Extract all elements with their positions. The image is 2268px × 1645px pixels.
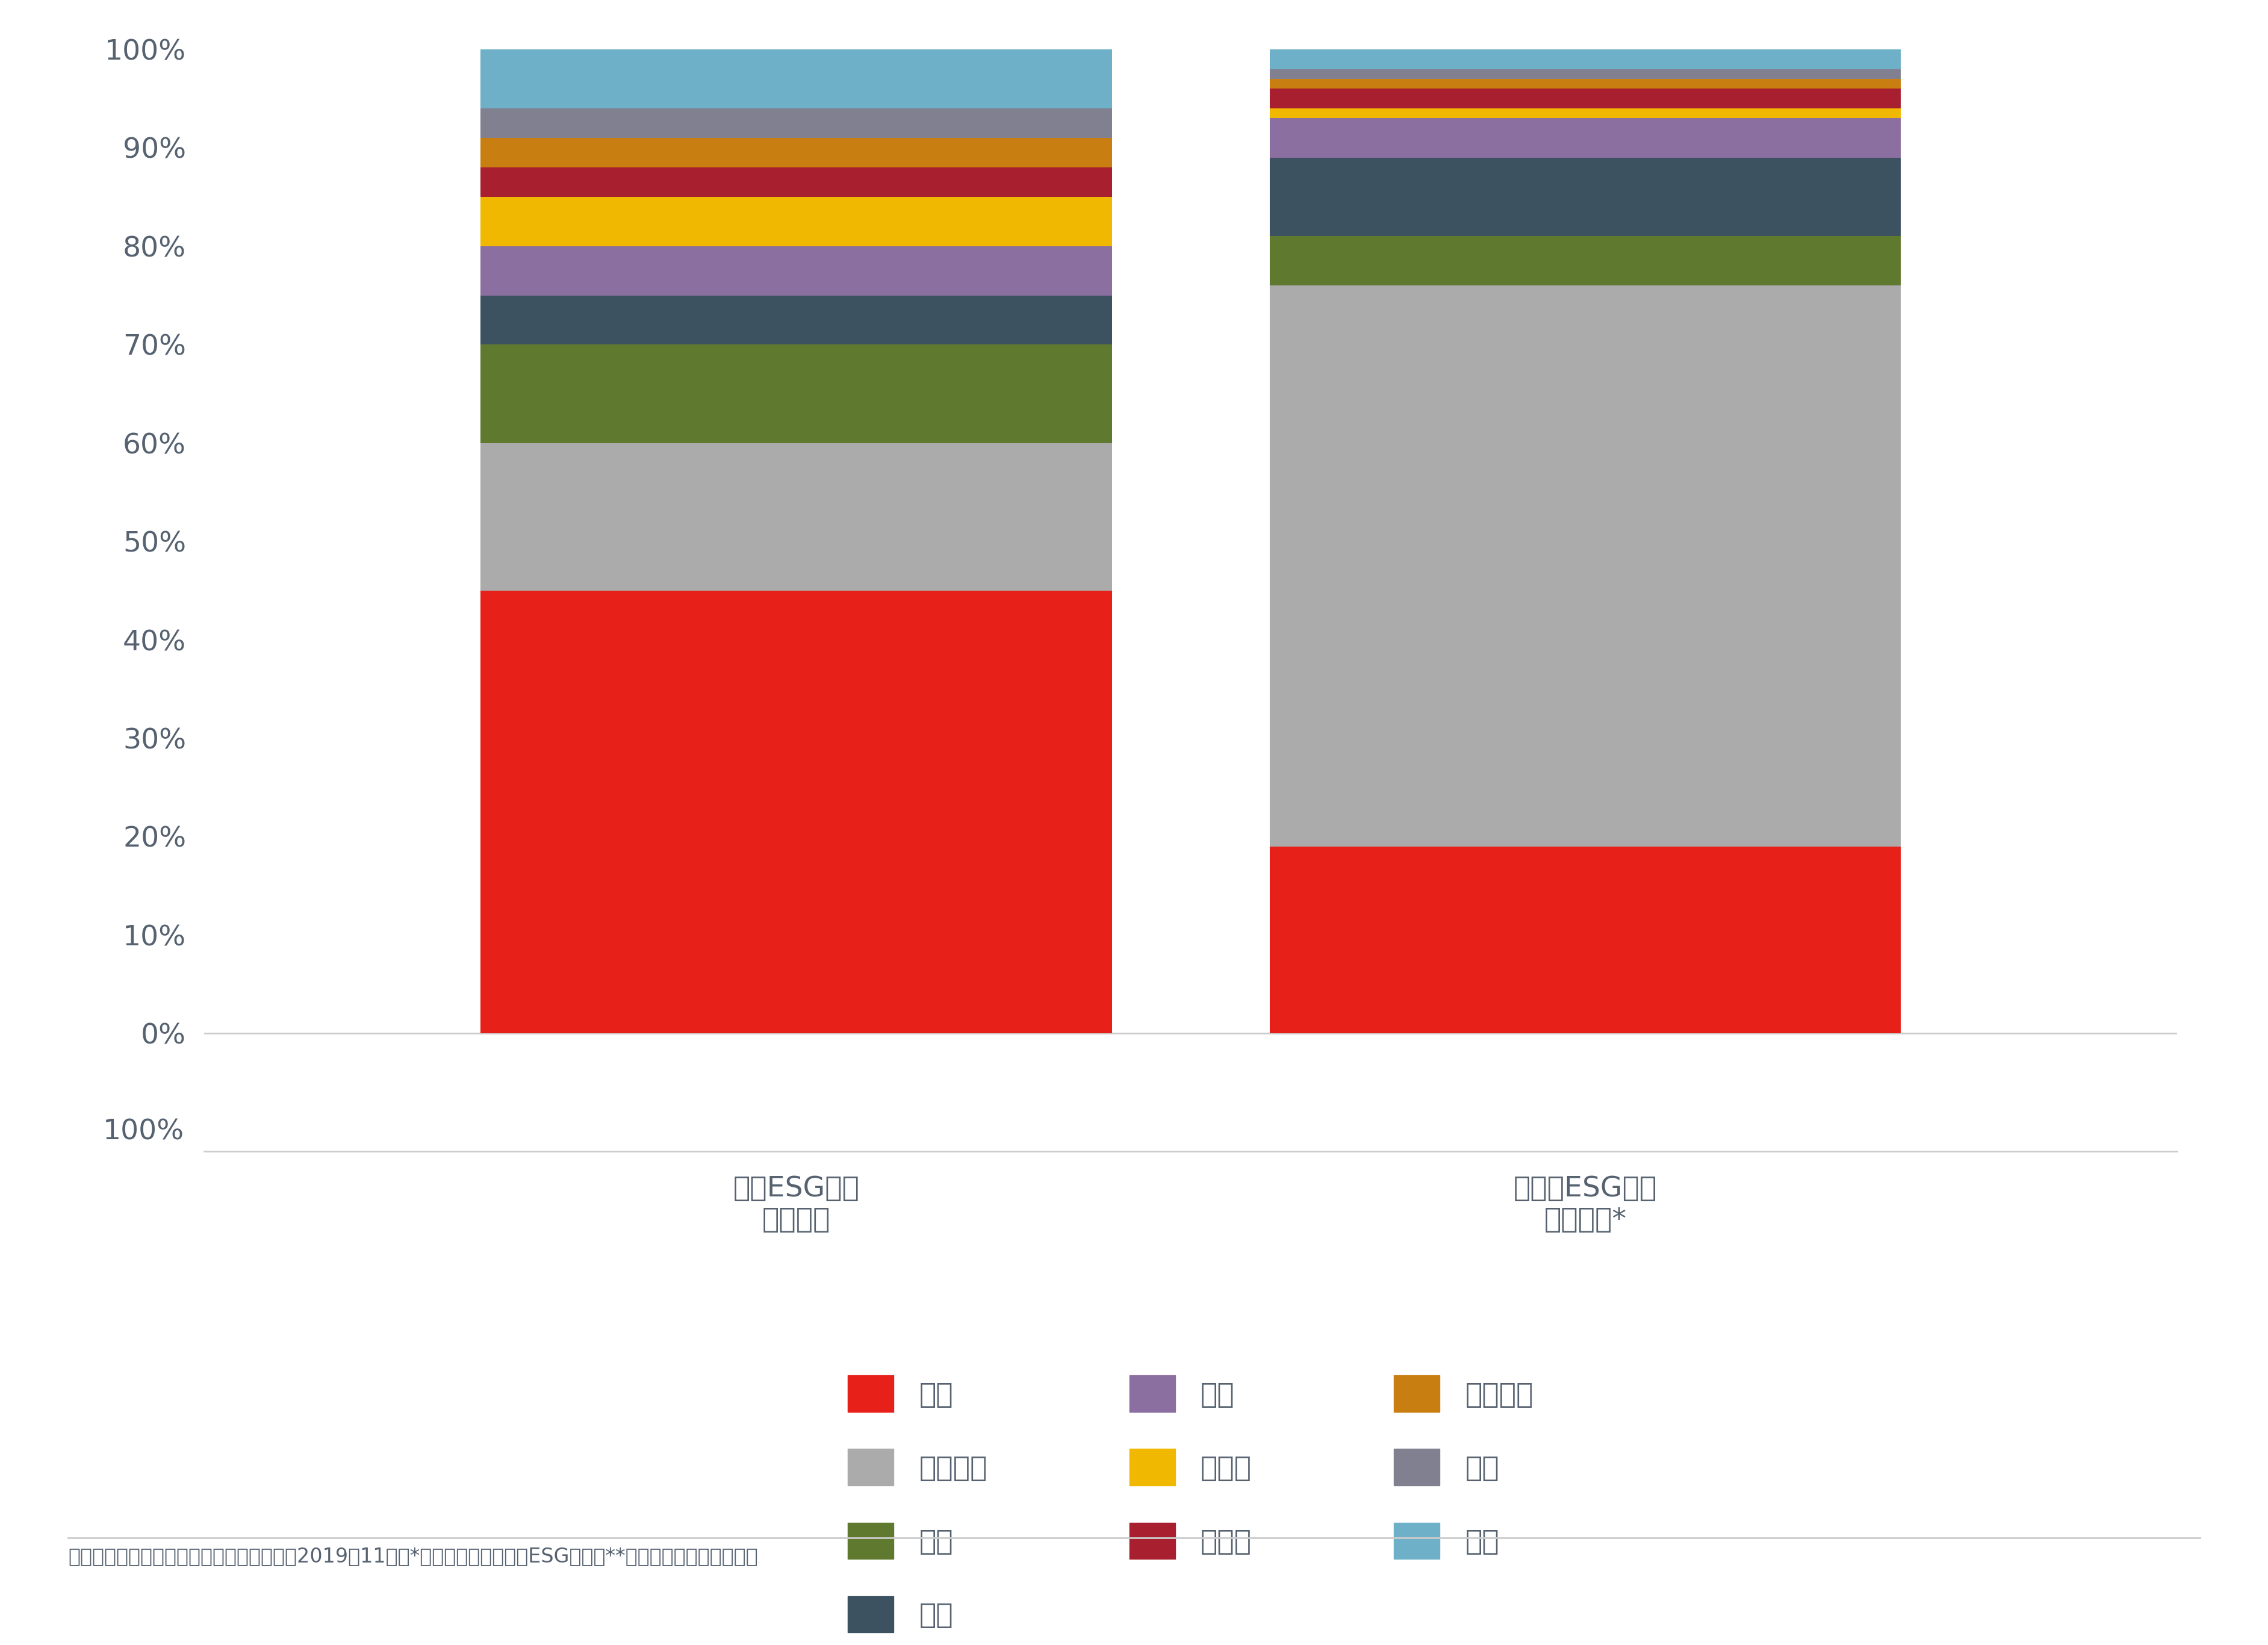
Bar [481,138,1111,168]
Bar [481,168,1111,197]
Bar [481,49,1111,109]
Bar [1270,109,1901,118]
Bar [1270,79,1901,89]
Bar [481,344,1111,443]
Bar [481,197,1111,247]
Text: 100%: 100% [102,1119,184,1145]
Bar [1270,69,1901,79]
Bar [1270,158,1901,237]
Bar [481,109,1111,138]
Bar [1270,118,1901,158]
Bar [1270,286,1901,847]
Bar [1270,847,1901,1033]
Legend: 香港, 中國大陸, 印度, 韓國, 印尼, 菲律賓, 新加坡, 馬來西亞, 泰國, 其他: 香港, 中國大陸, 印度, 韓國, 印尼, 菲律賓, 新加坡, 馬來西亞, 泰國… [837,1364,1545,1643]
Bar [1270,49,1901,69]
Bar [1270,89,1901,109]
Text: 資料來源：彭博通訊社、公司數據、滷豐，2019年11月；*彭博通訊社並無提供ESG數據；**非上市公司的市場來源地: 資料來源：彭博通訊社、公司數據、滷豐，2019年11月；*彭博通訊社並無提供ES… [68,1546,758,1566]
Bar [481,443,1111,591]
Bar [481,247,1111,296]
Bar [481,591,1111,1033]
Bar [481,296,1111,344]
Bar [1270,237,1901,286]
